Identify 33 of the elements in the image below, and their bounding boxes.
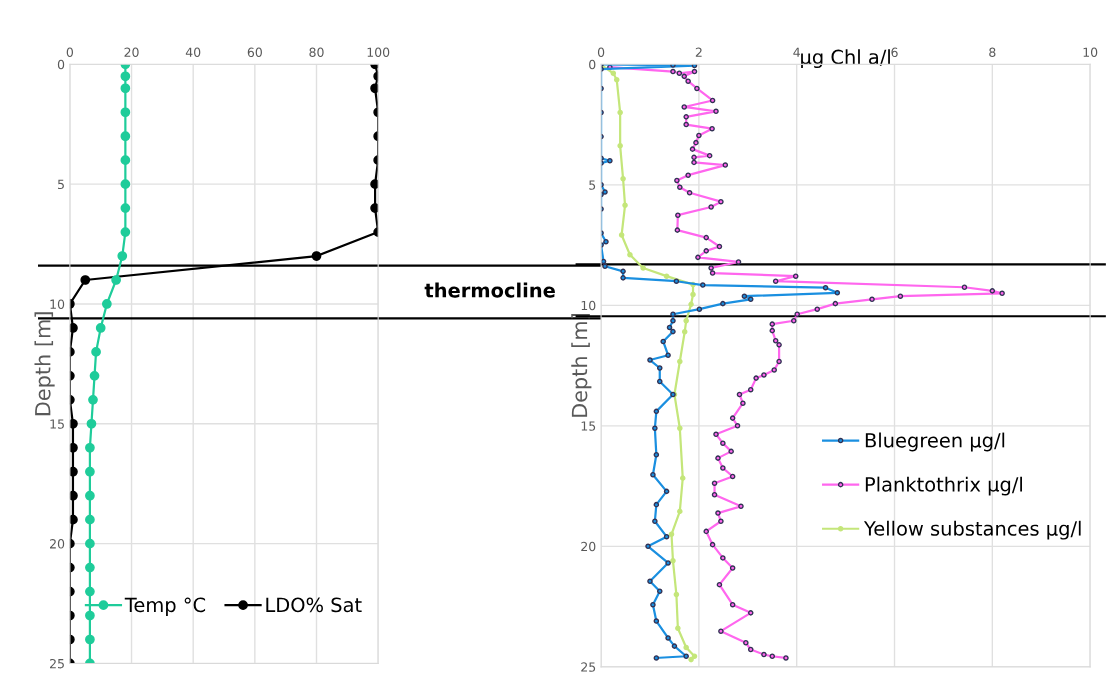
y-tick-label: 0 — [589, 59, 596, 70]
x-tick-label: 100 — [367, 47, 390, 58]
y-tick-label: 20 — [50, 539, 65, 549]
legend-label: Yellow substances µg/l — [863, 520, 1081, 540]
legend-label: Bluegreen µg/l — [865, 432, 1005, 452]
y-tick-label: 10 — [581, 300, 596, 311]
y-tick-label: 0 — [57, 59, 65, 70]
x-tick-label: 40 — [185, 47, 201, 58]
legend-label: Planktothrix µg/l — [865, 476, 1022, 496]
y-tick-label: 20 — [581, 541, 596, 552]
legend-label: LDO% Sat — [266, 597, 362, 613]
legend-label: Temp °C — [124, 597, 206, 616]
y-tick-label: 5 — [58, 179, 64, 190]
x-tick-label: 2 — [695, 47, 702, 57]
x-tick-label: 8 — [989, 47, 996, 58]
y-axis-title: Depth [m] — [571, 314, 592, 417]
x-axis-title: µg Chl a/l — [801, 49, 890, 69]
y-tick-label: 5 — [589, 180, 596, 190]
x-tick-label: 10 — [1083, 47, 1098, 58]
y-tick-label: 10 — [50, 299, 65, 309]
x-tick-label: 0 — [66, 47, 74, 58]
y-tick-label: 25 — [581, 662, 596, 672]
y-axis-title: Depth [m] — [34, 312, 55, 416]
y-tick-label: 25 — [50, 658, 64, 669]
x-tick-label: 20 — [124, 47, 139, 58]
text: thermocline — [424, 282, 555, 298]
x-tick-label: 60 — [247, 47, 262, 58]
x-tick-label: 0 — [597, 47, 605, 58]
x-tick-label: 80 — [309, 47, 324, 58]
y-tick-label: 15 — [50, 419, 64, 429]
x-tick-label: 4 — [793, 47, 800, 57]
x-tick-label: 6 — [891, 47, 898, 58]
y-tick-label: 15 — [581, 421, 596, 431]
